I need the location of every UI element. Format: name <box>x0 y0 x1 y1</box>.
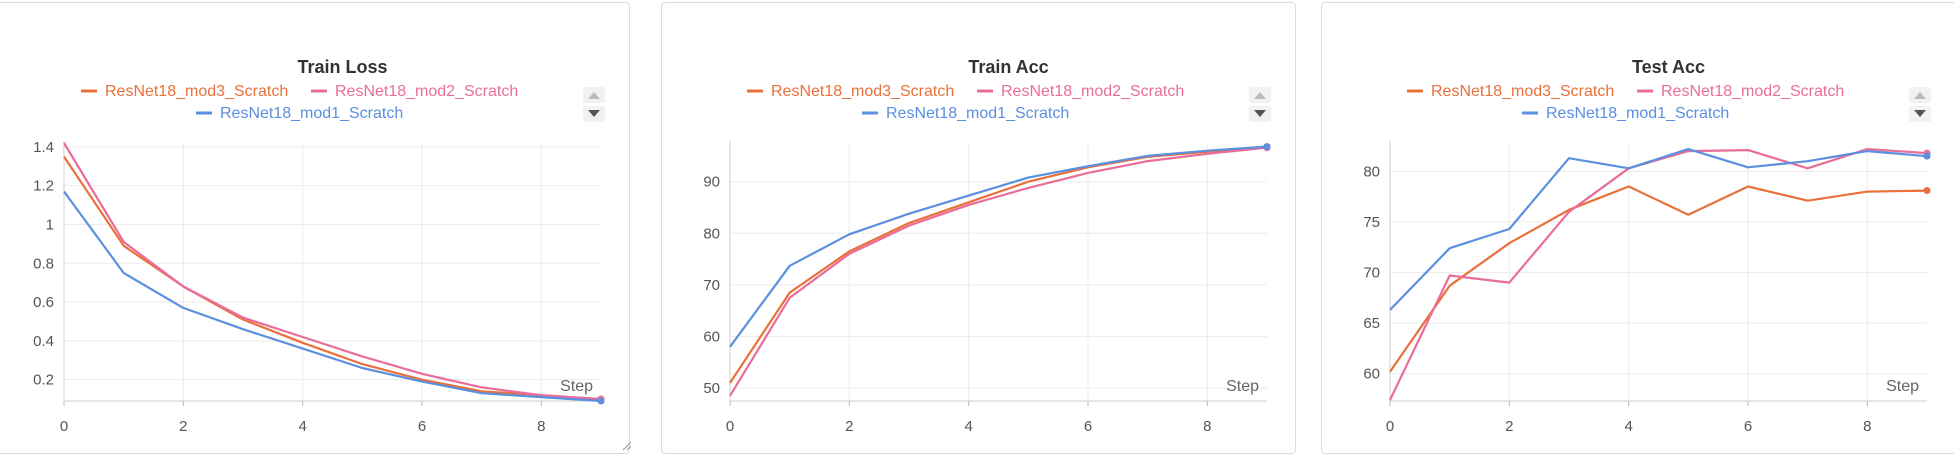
chart-title: Test Acc <box>1632 57 1705 77</box>
y-tick-label: 80 <box>703 225 720 242</box>
chart-title: Train Loss <box>297 57 387 77</box>
series-line-mod1 <box>729 145 1268 348</box>
legend-label-mod3: ResNet18_mod3_Scratch <box>105 83 288 100</box>
y-tick-label: 0.8 <box>33 255 54 272</box>
legend-label-mod1: ResNet18_mod1_Scratch <box>886 105 1069 122</box>
series-line-mod2 <box>1389 148 1928 401</box>
series-end-point-mod3 <box>1923 187 1931 195</box>
x-tick-label: 4 <box>964 418 972 435</box>
y-tick-label: 1.4 <box>33 139 54 156</box>
legend-label-mod2: ResNet18_mod2_Scratch <box>1661 83 1844 100</box>
x-tick-label: 2 <box>845 418 853 435</box>
x-tick-label: 0 <box>60 418 68 435</box>
legend-scroll-down-button[interactable] <box>1249 106 1271 122</box>
chart-title: Train Acc <box>968 57 1048 77</box>
y-tick-label: 75 <box>1363 214 1380 231</box>
x-tick-label: 6 <box>1744 418 1752 435</box>
series-end-point-mod1 <box>597 397 605 405</box>
x-tick-label: 4 <box>298 418 306 435</box>
y-tick-label: 1.2 <box>33 178 54 195</box>
legend-label-mod1: ResNet18_mod1_Scratch <box>1546 105 1729 122</box>
series-line-mod3 <box>63 155 602 401</box>
legend-scroll-down-button[interactable] <box>1909 106 1931 122</box>
series-line-mod2 <box>63 142 602 401</box>
y-tick-label: 50 <box>703 380 720 397</box>
chevron-down-icon[interactable] <box>588 110 600 117</box>
x-tick-label: 6 <box>418 418 426 435</box>
legend-scroll-down-button[interactable] <box>583 106 605 122</box>
x-tick-label: 8 <box>537 418 545 435</box>
y-tick-label: 70 <box>703 277 720 294</box>
series-line-mod1 <box>1389 148 1928 311</box>
series-end-point-mod1 <box>1263 143 1271 151</box>
chart-panel-train-acc: Train Acc ResNet18_mod3_Scratch ResNet18_m… <box>661 2 1296 454</box>
chart-train-loss: Train Loss ResNet18_mod3_Scratch ResNet18_… <box>33 57 631 451</box>
chart-train-acc: Train Acc ResNet18_mod3_Scratch ResNet18_m… <box>703 57 1271 435</box>
y-tick-label: 0.4 <box>33 333 54 350</box>
chart-panel-train-loss: Train Loss ResNet18_mod3_Scratch ResNet18_… <box>0 2 631 454</box>
legend-label-mod3: ResNet18_mod3_Scratch <box>1431 83 1614 100</box>
x-tick-label: 0 <box>1386 418 1394 435</box>
legend-scroll-up-button[interactable] <box>1909 87 1931 103</box>
resize-handle-icon[interactable] <box>622 441 631 451</box>
x-tick-label: 2 <box>179 418 187 435</box>
chart-test-acc: Test Acc ResNet18_mod3_Scratch ResNet18_mo… <box>1363 57 1931 435</box>
x-axis-label: Step <box>1226 378 1259 395</box>
y-tick-label: 60 <box>703 329 720 346</box>
x-axis-label: Step <box>560 378 593 395</box>
legend-label-mod3: ResNet18_mod3_Scratch <box>771 83 954 100</box>
legend-scroll-up-button[interactable] <box>583 87 605 103</box>
chevron-down-icon[interactable] <box>1914 110 1926 117</box>
series-line-mod3 <box>1389 185 1928 373</box>
y-tick-label: 65 <box>1363 315 1380 332</box>
y-tick-label: 90 <box>703 174 720 191</box>
y-tick-label: 60 <box>1363 366 1380 383</box>
x-tick-label: 8 <box>1203 418 1211 435</box>
y-tick-label: 80 <box>1363 163 1380 180</box>
legend-label-mod1: ResNet18_mod1_Scratch <box>220 105 403 122</box>
x-axis-label: Step <box>1886 378 1919 395</box>
legend-label-mod2: ResNet18_mod2_Scratch <box>1001 83 1184 100</box>
chevron-down-icon[interactable] <box>1254 110 1266 117</box>
y-tick-label: 70 <box>1363 265 1380 282</box>
series-line-mod2 <box>729 146 1268 397</box>
series-line-mod1 <box>63 190 602 403</box>
x-tick-label: 4 <box>1624 418 1632 435</box>
x-tick-label: 6 <box>1084 418 1092 435</box>
series-end-point-mod1 <box>1923 152 1931 160</box>
chevron-up-icon[interactable] <box>1254 92 1266 99</box>
y-tick-label: 0.6 <box>33 294 54 311</box>
chart-panel-test-acc: Test Acc ResNet18_mod3_Scratch ResNet18_mo… <box>1321 2 1954 454</box>
y-tick-label: 0.2 <box>33 372 54 389</box>
legend-label-mod2: ResNet18_mod2_Scratch <box>335 83 518 100</box>
x-tick-label: 2 <box>1505 418 1513 435</box>
x-tick-label: 8 <box>1863 418 1871 435</box>
chevron-up-icon[interactable] <box>1914 92 1926 99</box>
chevron-up-icon[interactable] <box>588 92 600 99</box>
x-tick-label: 0 <box>726 418 734 435</box>
y-tick-label: 1 <box>46 216 54 233</box>
legend-scroll-up-button[interactable] <box>1249 87 1271 103</box>
